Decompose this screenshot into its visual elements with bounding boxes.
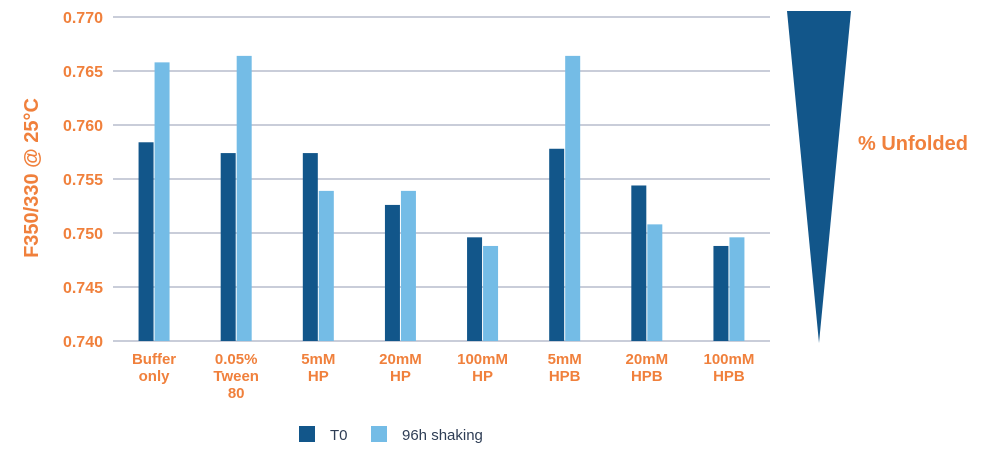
bar-96h-shaking	[236, 55, 252, 341]
grid-lines	[113, 16, 770, 342]
x-category-label: 20mM HP	[379, 351, 422, 385]
legend-label: T0	[330, 427, 348, 444]
bar-t0	[713, 245, 729, 341]
y-tick-label: 0.760	[63, 118, 103, 135]
unfolded-wedge-shape	[787, 11, 851, 343]
bar-96h-shaking	[483, 245, 499, 341]
y-axis-label: F350/330 @ 25°C	[21, 98, 43, 258]
legend-label: 96h shaking	[402, 427, 483, 444]
y-tick-label: 0.740	[63, 334, 103, 351]
bar-96h-shaking	[154, 62, 170, 342]
legend-swatch	[371, 426, 387, 442]
x-category-label: 5mM HPB	[548, 351, 582, 385]
x-category-label: 20mM HPB	[626, 351, 669, 385]
x-category-label: 100mM HP	[457, 351, 508, 385]
bar-t0	[467, 237, 483, 341]
x-category-label: 5mM HP	[301, 351, 335, 385]
bar-t0	[220, 153, 236, 341]
x-axis-categories: Buffer only 0.05% Tween 80 5mM HP 20mM HP 100mM HP…	[132, 351, 754, 402]
unfolded-annotation: % Unfolded	[858, 133, 968, 155]
bar-96h-shaking	[400, 190, 416, 341]
bar-96h-shaking	[565, 55, 581, 341]
bar-t0	[384, 204, 400, 341]
y-tick-label: 0.755	[63, 172, 103, 189]
bars	[138, 55, 745, 342]
y-axis-ticks: 0.770 0.765 0.760 0.755 0.750 0.745 0.740	[63, 10, 103, 351]
bar-t0	[549, 148, 565, 341]
y-tick-label: 0.765	[63, 64, 103, 81]
bar-t0	[138, 142, 154, 341]
bar-t0	[302, 153, 318, 341]
x-category-label: 100mM HPB	[704, 351, 755, 385]
bar-96h-shaking	[647, 224, 663, 341]
bar-t0	[631, 185, 647, 341]
x-category-label: Buffer only	[132, 351, 176, 385]
y-tick-label: 0.745	[63, 280, 103, 297]
legend: T0 96h shaking	[299, 426, 483, 444]
y-tick-label: 0.770	[63, 10, 103, 27]
bar-96h-shaking	[729, 237, 745, 341]
y-tick-label: 0.750	[63, 226, 103, 243]
legend-swatch	[299, 426, 315, 442]
bar-96h-shaking	[318, 190, 334, 341]
x-category-label: 0.05% Tween 80	[213, 351, 259, 402]
